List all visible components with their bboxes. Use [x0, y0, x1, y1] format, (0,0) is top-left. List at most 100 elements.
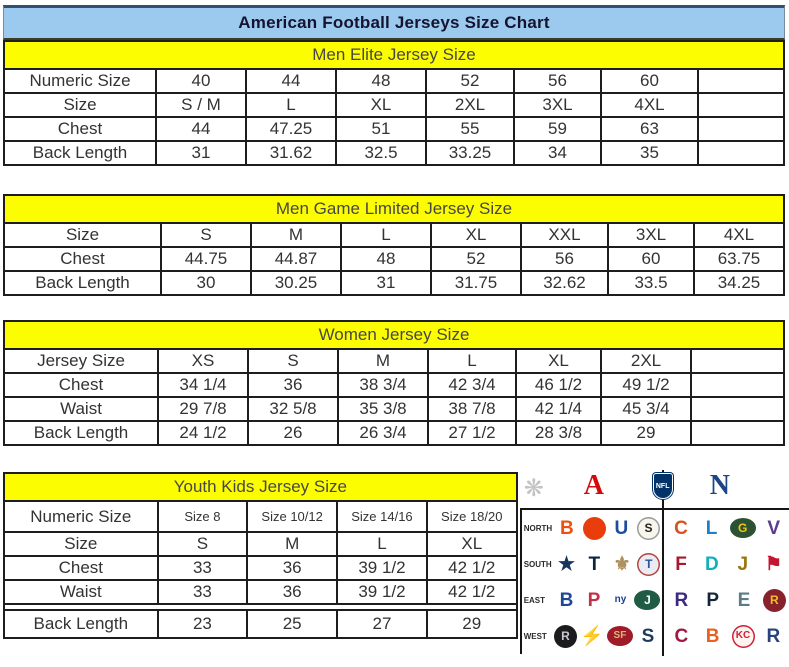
- size-cell: 46 1/2: [515, 372, 602, 398]
- size-cell: L: [336, 531, 428, 557]
- size-cell: 36: [246, 555, 339, 581]
- division-label-east: EAST: [523, 595, 546, 605]
- saints-icon: ⚜: [613, 553, 631, 575]
- men-game-limited-size-table: Men Game Limited Jersey Size Size S M L XL XXL…: [3, 194, 785, 296]
- size-cell: 2XL: [425, 92, 515, 118]
- size-cell: 51: [335, 116, 427, 142]
- size-cell: 44: [245, 68, 337, 94]
- afc-logo: A: [583, 470, 604, 501]
- size-cell: 4XL: [600, 92, 699, 118]
- size-cell: 60: [607, 246, 695, 272]
- size-cell: L: [427, 348, 517, 374]
- row-label: Chest: [3, 555, 159, 581]
- size-cell: 2XL: [600, 348, 692, 374]
- size-cell: 28 3/8: [515, 420, 602, 446]
- cardinals-icon: C: [674, 625, 689, 647]
- table-row: Jersey Size XS S M L XL 2XL: [3, 348, 785, 374]
- afc-team-group: ★ T ⚜ T: [553, 552, 662, 577]
- size-cell: 42 1/2: [425, 579, 518, 605]
- redskins-icon: R: [762, 588, 786, 612]
- division-label-north: NORTH: [523, 523, 553, 533]
- bills-icon: B: [559, 589, 574, 611]
- ravens-icon: R: [674, 589, 689, 611]
- row-label: Back Length: [3, 140, 157, 166]
- row-label: Waist: [3, 396, 159, 422]
- size-cell: [697, 68, 785, 94]
- broncos-icon: B: [705, 625, 720, 647]
- size-cell: 34.25: [693, 270, 785, 296]
- size-cell: 29: [425, 609, 518, 639]
- size-cell: XL: [430, 222, 522, 248]
- size-cell: 30: [160, 270, 252, 296]
- size-chart-page: American Football Jerseys Size Chart Men…: [0, 5, 789, 667]
- raiders-icon: R: [553, 624, 577, 648]
- table-row: Back Length 23 25 27 29: [3, 609, 518, 639]
- giants-icon: ny: [608, 588, 632, 612]
- bengals-icon: B: [559, 517, 574, 539]
- titans-icon: T: [637, 552, 661, 576]
- bears-icon: C: [674, 517, 688, 539]
- size-cell: 60: [600, 68, 699, 94]
- section-header: Men Game Limited Jersey Size: [3, 194, 785, 224]
- division-label-south: SOUTH: [523, 559, 552, 569]
- size-cell: XL: [515, 348, 602, 374]
- size-cell: XL: [425, 531, 518, 557]
- table-row: Size S M L XL: [3, 531, 518, 557]
- nfc-team-group: F D J ⚑: [662, 552, 789, 577]
- size-cell: 34: [513, 140, 602, 166]
- eagles-icon: E: [737, 589, 751, 611]
- section-header: Women Jersey Size: [3, 320, 785, 350]
- section-header: Youth Kids Jersey Size: [3, 472, 518, 502]
- size-cell: 38 7/8: [427, 396, 517, 422]
- size-cell: 26 3/4: [337, 420, 429, 446]
- size-cell: 32 5/8: [247, 396, 339, 422]
- size-cell: 48: [340, 246, 432, 272]
- size-cell: Size 8: [156, 500, 249, 533]
- size-cell: 63.75: [693, 246, 785, 272]
- 49ers-icon: SF: [606, 626, 633, 646]
- row-label: Back Length: [3, 270, 162, 296]
- row-label: Size: [3, 222, 162, 248]
- size-cell: 44.87: [250, 246, 342, 272]
- size-cell: 23: [156, 609, 249, 639]
- starburst-icon: ❋: [523, 475, 544, 502]
- afc-team-group: R ⚡ SF S: [553, 624, 662, 649]
- bottom-section: Youth Kids Jersey Size Numeric Size Size 8…: [0, 470, 789, 656]
- buccaneers-icon: ⚑: [765, 553, 783, 575]
- conference-logo-row: ❋ A NFL N: [520, 468, 789, 508]
- row-label: Size: [3, 531, 159, 557]
- table-row: Back Length 31 31.62 32.5 33.25 34 35: [3, 140, 785, 166]
- size-cell: 25: [246, 609, 339, 639]
- seahawks-icon: S: [641, 625, 655, 647]
- size-cell: [690, 396, 785, 422]
- vikings-icon: V: [767, 517, 781, 539]
- division-row: SOUTH ★ T ⚜ T F D J ⚑: [522, 546, 789, 582]
- nfl-shield-icon: NFL: [652, 473, 673, 499]
- row-label: Numeric Size: [3, 68, 157, 94]
- division-label-west: WEST: [523, 631, 547, 641]
- size-cell: [690, 420, 785, 446]
- women-size-table: Women Jersey Size Jersey Size XS S M L XL 2XL Ch…: [3, 320, 785, 446]
- size-cell: 49 1/2: [600, 372, 692, 398]
- size-cell: 40: [155, 68, 247, 94]
- nfc-logo: N: [709, 470, 730, 501]
- size-cell: XS: [157, 348, 249, 374]
- row-label: Chest: [3, 246, 162, 272]
- section-header: Men Elite Jersey Size: [3, 40, 785, 70]
- division-row: WEST R ⚡ SF S C B KC R: [522, 618, 789, 654]
- size-cell: S: [247, 348, 339, 374]
- size-cell: 3XL: [513, 92, 602, 118]
- size-cell: 42 1/4: [515, 396, 602, 422]
- size-cell: S: [160, 222, 252, 248]
- size-cell: S: [156, 531, 249, 557]
- size-cell: 48: [335, 68, 427, 94]
- browns-icon: [582, 516, 606, 540]
- size-cell: 33: [156, 579, 249, 605]
- table-row: Chest 44 47.25 51 55 59 63: [3, 116, 785, 142]
- row-spacer: [4, 603, 517, 611]
- size-cell: 38 3/4: [337, 372, 429, 398]
- table-row: Size S M L XL XXL 3XL 4XL: [3, 222, 785, 248]
